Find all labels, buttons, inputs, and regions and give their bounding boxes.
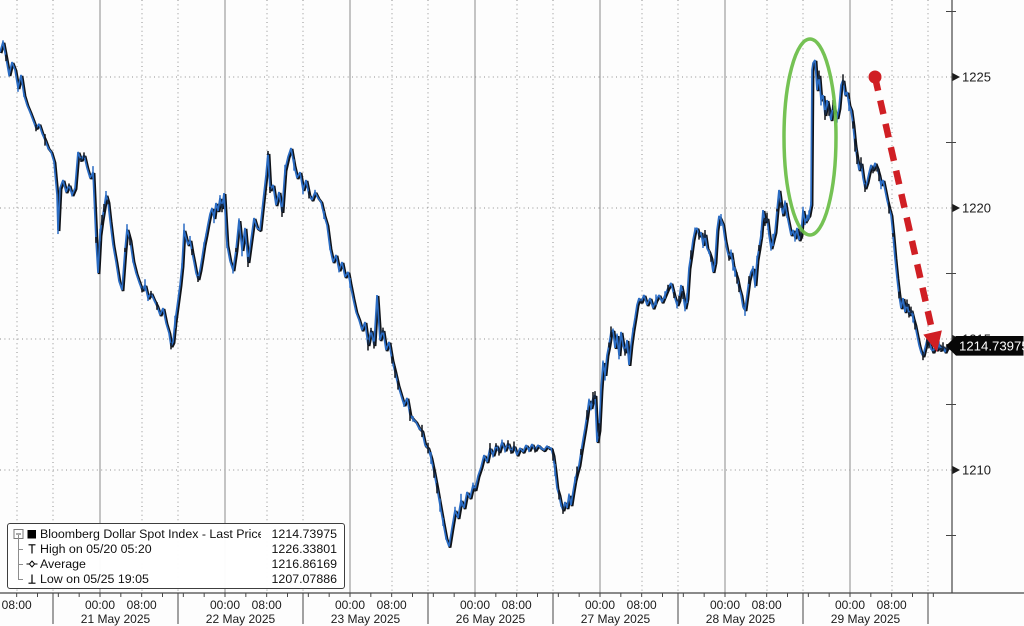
- chart-legend: Bloomberg Dollar Spot Index - Last Price…: [7, 523, 345, 589]
- legend-high-label: High on 05/20 05:20: [40, 541, 152, 556]
- price-line-shadow: [0, 42, 953, 548]
- y-tick-label: 1225: [962, 69, 991, 84]
- legend-average-value: 1216.86169: [271, 556, 337, 571]
- legend-row-average: Average 1216.86169: [12, 550, 337, 571]
- x-time-label: 08:00: [627, 598, 657, 612]
- x-time-label: 00:00: [210, 598, 240, 612]
- y-tick-label: 1210: [962, 462, 991, 477]
- x-time-label: 08:00: [877, 598, 907, 612]
- legend-low-label: Low on 05/25 19:05: [40, 571, 149, 586]
- x-time-label: 08:00: [502, 598, 532, 612]
- x-time-label: 00:00: [710, 598, 740, 612]
- price-line: [0, 41, 952, 547]
- legend-series-value: 1214.73975: [271, 526, 337, 541]
- x-time-label: 08:00: [127, 598, 157, 612]
- trend-arrow-start-dot: [868, 70, 882, 84]
- legend-series-label: Bloomberg Dollar Spot Index - Last Price: [40, 526, 261, 541]
- legend-row-high: High on 05/20 05:20 1226.33801: [12, 535, 337, 556]
- x-time-label: 08:00: [252, 598, 282, 612]
- low-marker-icon: [25, 572, 38, 586]
- legend-low-value: 1207.07886: [271, 571, 337, 586]
- y-tick-arrow-icon: [952, 204, 960, 212]
- legend-tree-branch: [12, 550, 25, 571]
- trend-arrow-line: [871, 76, 938, 340]
- y-tick-label: 1220: [962, 200, 991, 215]
- legend-tree-branch: [12, 535, 25, 556]
- average-marker-icon: [25, 557, 38, 571]
- high-marker-icon: [25, 542, 38, 556]
- x-time-label: 00:00: [335, 598, 365, 612]
- last-price-tag-label: 1214.73975: [959, 338, 1024, 353]
- x-time-label: 00:00: [585, 598, 615, 612]
- legend-tree-branch: [12, 565, 25, 586]
- y-tick-arrow-icon: [952, 73, 960, 81]
- trend-arrow-head: [923, 330, 942, 352]
- x-time-label: 08:00: [2, 598, 32, 612]
- series-swatch-icon: [25, 527, 38, 541]
- x-date-label: 26 May 2025: [456, 612, 526, 626]
- x-time-label: 08:00: [377, 598, 407, 612]
- legend-average-label: Average: [40, 556, 86, 571]
- x-time-label: 00:00: [85, 598, 115, 612]
- legend-row-last-price: Bloomberg Dollar Spot Index - Last Price…: [12, 526, 337, 541]
- x-time-label: 00:00: [835, 598, 865, 612]
- x-date-label: 28 May 2025: [706, 612, 776, 626]
- y-tick-arrow-icon: [952, 466, 960, 474]
- x-date-label: 23 May 2025: [331, 612, 401, 626]
- x-time-label: 08:00: [752, 598, 782, 612]
- legend-row-low: Low on 05/25 19:05 1207.07886: [12, 565, 337, 586]
- x-date-label: 22 May 2025: [206, 612, 276, 626]
- x-time-label: 00:00: [460, 598, 490, 612]
- last-price-tag: [946, 336, 1024, 356]
- legend-high-value: 1226.33801: [271, 541, 337, 556]
- highlight-ellipse-annotation: [782, 37, 838, 237]
- x-date-label: 27 May 2025: [581, 612, 651, 626]
- x-date-label: 29 May 2025: [831, 612, 901, 626]
- x-date-label: 21 May 2025: [81, 612, 151, 626]
- legend-collapse-icon[interactable]: [12, 527, 25, 541]
